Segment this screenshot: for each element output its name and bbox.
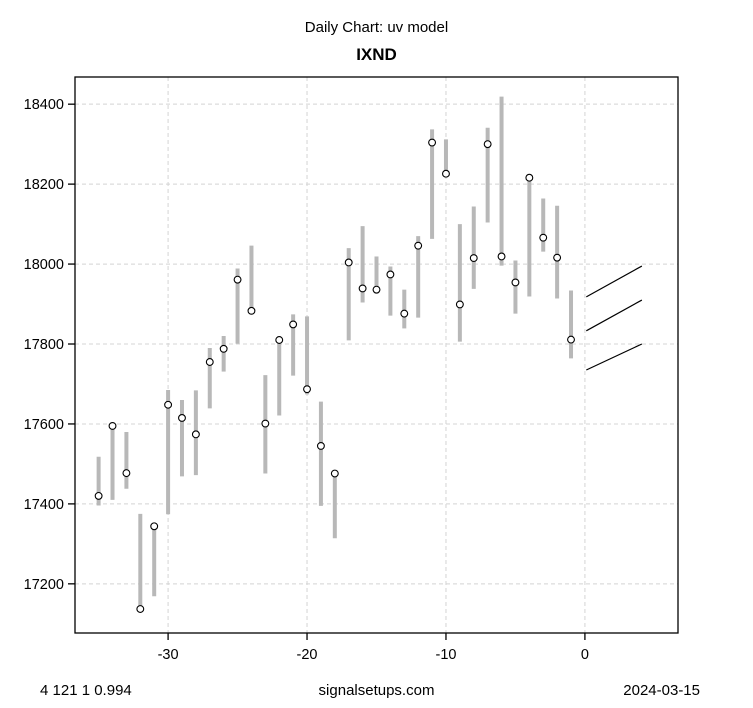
- close-marker: [219, 344, 228, 353]
- forecast-line: [586, 265, 643, 298]
- y-tick-label: 18000: [24, 257, 64, 273]
- close-marker: [442, 169, 450, 178]
- close-marker: [330, 469, 339, 478]
- y-tick-label: 17800: [24, 337, 64, 353]
- y-tick-label: 18200: [24, 177, 64, 193]
- y-tick-label: 17600: [24, 417, 64, 433]
- close-marker: [261, 419, 270, 428]
- close-marker: [455, 300, 464, 309]
- plot-border: [74, 76, 679, 634]
- close-marker: [136, 605, 145, 613]
- footer-website: signalsetups.com: [318, 682, 435, 699]
- close-marker: [303, 385, 311, 394]
- close-marker: [428, 138, 437, 147]
- close-marker: [191, 430, 200, 439]
- close-marker: [358, 284, 367, 293]
- close-marker: [205, 358, 214, 366]
- x-tick-label: -10: [435, 647, 456, 663]
- close-marker: [400, 309, 409, 318]
- y-tick-label: 17200: [24, 577, 64, 593]
- close-marker: [316, 441, 325, 450]
- close-marker: [122, 469, 131, 478]
- close-marker: [233, 275, 242, 284]
- close-marker: [539, 233, 548, 242]
- y-tick-label: 17400: [24, 497, 64, 513]
- close-marker: [497, 252, 506, 261]
- close-marker: [567, 335, 575, 344]
- close-marker: [164, 400, 173, 409]
- x-tick-label: 0: [581, 647, 589, 663]
- x-tick-label: -30: [158, 647, 179, 663]
- close-marker: [178, 414, 186, 422]
- chart-title: IXND: [356, 45, 397, 64]
- close-marker: [94, 491, 103, 500]
- chart-subtitle: Daily Chart: uv model: [304, 19, 449, 36]
- close-marker: [275, 336, 284, 344]
- x-tick-label: -20: [297, 647, 318, 663]
- forecast-line: [586, 299, 643, 332]
- footer-date: 2024-03-15: [623, 682, 700, 699]
- close-marker: [553, 253, 562, 262]
- footer-model-params: 4 121 1 0.994: [40, 682, 132, 699]
- close-marker: [511, 278, 520, 287]
- close-marker: [386, 270, 395, 279]
- close-marker: [344, 258, 353, 267]
- close-marker: [289, 320, 298, 329]
- close-marker: [372, 285, 381, 294]
- close-marker: [469, 254, 478, 263]
- close-marker: [108, 421, 117, 430]
- close-marker: [483, 140, 492, 149]
- close-marker: [414, 241, 423, 250]
- y-tick-label: 18400: [24, 97, 64, 113]
- forecast-line: [586, 343, 643, 371]
- close-marker: [525, 173, 534, 182]
- close-marker: [150, 522, 159, 531]
- close-marker: [247, 306, 256, 315]
